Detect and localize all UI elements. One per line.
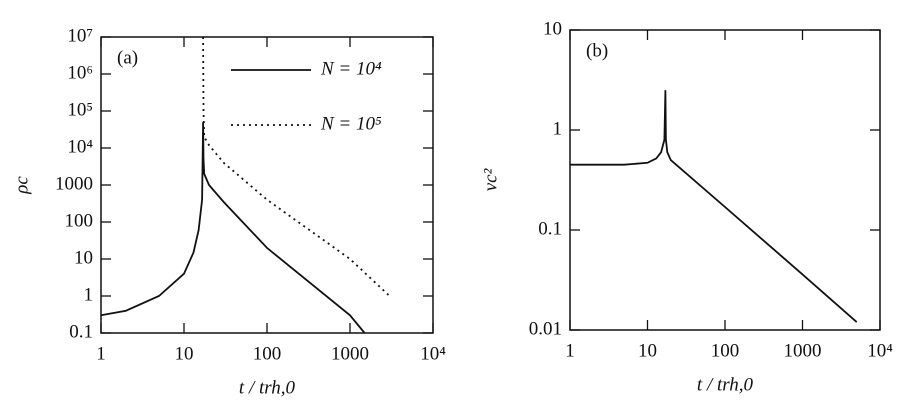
y-tick-label: 10⁴ bbox=[67, 136, 93, 157]
legend-label: N = 10⁵ bbox=[320, 113, 382, 134]
x-axis-label: t / trh,0 bbox=[239, 377, 296, 398]
y-tick-label: 10⁶ bbox=[67, 62, 93, 83]
y-tick-label: 1 bbox=[84, 284, 94, 305]
x-tick-label: 10 bbox=[175, 343, 194, 364]
x-tick-label: 1000 bbox=[331, 343, 369, 364]
x-tick-label: 10⁴ bbox=[867, 340, 893, 361]
y-tick-label: 0.01 bbox=[529, 318, 562, 339]
y-tick-label: 10 bbox=[543, 18, 562, 39]
plot-frame bbox=[569, 29, 881, 331]
legend-label: N = 10⁴ bbox=[320, 58, 382, 79]
data-line bbox=[570, 90, 858, 323]
x-tick-label: 1 bbox=[565, 340, 575, 361]
x-axis-label: t / trh,0 bbox=[697, 374, 754, 395]
x-tick-label: 1000 bbox=[784, 340, 822, 361]
x-tick-label: 1 bbox=[96, 343, 106, 364]
y-tick-label: 10 bbox=[74, 247, 93, 268]
x-tick-label: 100 bbox=[711, 340, 740, 361]
data-line bbox=[100, 122, 366, 334]
x-tick-label: 10⁴ bbox=[420, 343, 446, 364]
plot-frame bbox=[100, 36, 434, 334]
x-tick-label: 10 bbox=[638, 340, 657, 361]
y-tick-label: 10⁷ bbox=[67, 25, 93, 46]
y-tick-label: 1000 bbox=[55, 173, 93, 194]
y-tick-label: 0.1 bbox=[538, 218, 562, 239]
panel-label: (b) bbox=[586, 40, 608, 61]
x-tick-label: 100 bbox=[253, 343, 282, 364]
y-tick-label: 100 bbox=[65, 210, 94, 231]
y-axis-label: vc² bbox=[480, 168, 501, 191]
y-tick-label: 1 bbox=[553, 118, 563, 139]
data-line bbox=[202, 36, 391, 297]
y-tick-label: 0.1 bbox=[69, 321, 93, 342]
y-tick-label: 10⁵ bbox=[67, 99, 93, 120]
panel-label: (a) bbox=[117, 47, 138, 68]
y-axis-label: ρc bbox=[11, 176, 32, 195]
